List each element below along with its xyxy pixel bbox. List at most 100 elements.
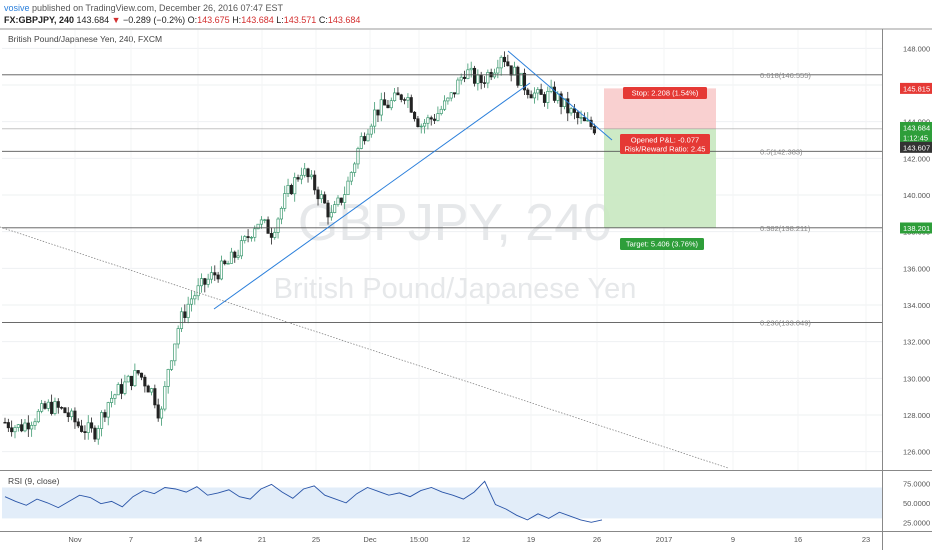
candle-body [126, 375, 130, 383]
candle-body [143, 376, 147, 387]
price-tag [900, 222, 932, 234]
candle-body [319, 194, 323, 200]
candle-body [196, 285, 200, 297]
time-tick-label: 14 [194, 535, 202, 544]
target-label-box [620, 238, 704, 250]
fib-level-label: 0.382(138.211) [760, 224, 811, 233]
quote-bar: FX:GBPJPY, 240 143.684 ▼ −0.289 (−0.2%) … [4, 15, 360, 25]
candle-body [223, 260, 227, 265]
candle-body [249, 236, 253, 239]
candle-body [406, 97, 410, 101]
candle-body [472, 67, 477, 84]
candle-body [409, 97, 413, 113]
candle-body [13, 427, 17, 433]
price-tick-label: 142.000 [903, 154, 930, 163]
candle-body [46, 401, 50, 409]
time-tick-label: 9 [731, 535, 735, 544]
price-tick-label: 138.000 [903, 228, 930, 237]
candle-body [396, 92, 400, 96]
candle-body [30, 424, 34, 430]
candle-body [589, 119, 593, 127]
rsi-tick-label: 50.0000 [903, 499, 930, 508]
candle-body [139, 372, 144, 378]
candle-body [519, 72, 523, 86]
candle-body [146, 385, 150, 393]
series-legend[interactable]: British Pound/Japanese Yen, 240, FXCM [8, 34, 163, 44]
candle-body [449, 92, 453, 99]
candle-body [453, 92, 457, 95]
candle-body [536, 89, 540, 94]
price-tag [900, 141, 932, 153]
candle-body [276, 218, 280, 233]
price-tag-label: 1:12:45 [903, 133, 928, 142]
candle-body [86, 422, 90, 433]
candle-body [93, 427, 97, 440]
candle-body [526, 89, 530, 95]
candle-body [116, 384, 120, 396]
price-tag-label: 145.815 [903, 84, 930, 93]
author-link[interactable]: vosive [4, 3, 30, 13]
candle-body [110, 397, 114, 403]
candle-body [269, 233, 273, 238]
time-tick-label: 12 [462, 535, 470, 544]
candle-body [6, 422, 10, 429]
price-tick-label: 140.000 [903, 191, 930, 200]
publish-info: vosive published on TradingView.com, Dec… [4, 3, 283, 13]
candle-body [206, 278, 210, 285]
candle-body [26, 422, 30, 430]
candle-body [379, 99, 383, 116]
pnl-label-text: Opened P&L: -0.077 [631, 136, 699, 145]
candle-body [293, 177, 297, 195]
candle-body [482, 82, 487, 84]
candle-body [73, 410, 77, 423]
price-tag [900, 121, 932, 133]
candle-body [349, 172, 353, 182]
candle-body [253, 228, 257, 238]
candle-body [326, 202, 330, 218]
candle-body [423, 122, 427, 127]
rsi-tick-label: 25.0000 [903, 518, 930, 527]
candle-body [416, 118, 420, 128]
open-label: O: [187, 15, 198, 25]
stop-zone [604, 88, 716, 129]
candle-body [572, 108, 576, 113]
price-tag [900, 131, 932, 143]
candle-body [559, 93, 563, 107]
time-tick-label: 16 [794, 535, 802, 544]
uptrend-line [213, 82, 531, 310]
candle-body [106, 402, 110, 418]
time-tick-label: Dec [363, 535, 377, 544]
time-tick-label: 7 [129, 535, 133, 544]
rsi-legend[interactable]: RSI (9, close) [8, 476, 60, 486]
candle-body [299, 174, 303, 180]
candle-body [70, 410, 74, 418]
candle-body [100, 412, 104, 429]
candle-body [569, 108, 573, 114]
candle-body [333, 204, 337, 213]
candle-body [186, 303, 190, 318]
candle-body [266, 219, 270, 234]
candle-body [529, 94, 533, 99]
candle-body [263, 219, 267, 221]
candle-body [356, 148, 360, 165]
candle-body [289, 185, 293, 195]
candle-body [462, 76, 467, 79]
candle-body [56, 401, 60, 408]
last-price: 143.684 [76, 15, 110, 25]
candle-body [502, 56, 507, 63]
price-tick-label: 148.000 [903, 44, 930, 53]
candle-body [309, 174, 313, 178]
candle-body [582, 117, 586, 122]
candle-body [509, 65, 513, 76]
candle-body [216, 274, 220, 280]
candle-body [549, 86, 553, 92]
candle-body [386, 104, 390, 109]
candle-body [373, 109, 377, 127]
candle-body [339, 197, 343, 203]
fib-level-label: 0.618(146.555) [760, 71, 811, 80]
candle-body [279, 207, 283, 220]
candle-body [586, 119, 590, 122]
candle-body [479, 74, 483, 84]
candle-body [193, 295, 197, 300]
